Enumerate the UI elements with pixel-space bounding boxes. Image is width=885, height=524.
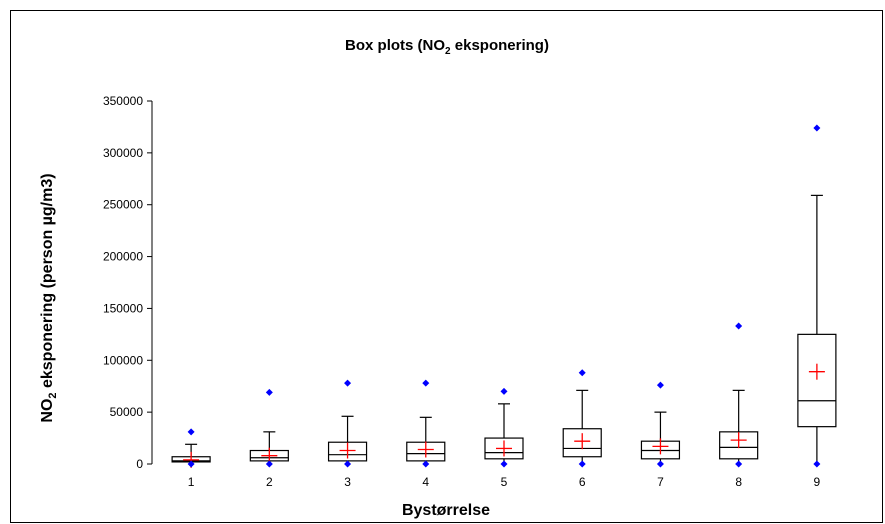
y-axis-label: NO2 eksponering (person µg/m3) — [39, 173, 59, 422]
box-7 — [640, 381, 681, 468]
chart-title: Box plots (NO2 eksponering) — [345, 37, 549, 57]
max-point — [656, 381, 664, 389]
y-tick-label: 300000 — [103, 146, 143, 160]
y-tick-label: 50000 — [110, 405, 144, 419]
x-tick-label: 2 — [266, 475, 273, 489]
max-point — [422, 379, 430, 387]
min-point — [422, 460, 430, 468]
max-point — [813, 124, 821, 132]
box-4 — [406, 379, 446, 468]
x-tick-label: 7 — [657, 475, 664, 489]
y-axis: 0 50000 100000 150000 200000 250000 300000 3500… — [103, 94, 153, 471]
min-point — [265, 460, 273, 468]
y-tick-label: 150000 — [103, 301, 143, 315]
box-9 — [797, 124, 837, 468]
box-8 — [719, 322, 759, 468]
box-3 — [327, 379, 368, 468]
max-point — [265, 388, 273, 396]
min-point — [656, 460, 664, 468]
x-tick-label: 6 — [579, 475, 586, 489]
max-point — [344, 379, 352, 387]
y-tick-label: 100000 — [103, 353, 143, 367]
min-point — [578, 460, 586, 468]
x-axis-label: Bystørrelse — [402, 502, 490, 519]
max-point — [187, 428, 195, 436]
box-iqr — [797, 333, 837, 428]
y-tick-label: 250000 — [103, 198, 143, 212]
y-tick-label: 0 — [136, 457, 143, 471]
x-axis: 1 2 3 4 5 6 7 8 9 — [188, 475, 821, 489]
x-tick-label: 5 — [501, 475, 508, 489]
min-point — [735, 460, 743, 468]
min-point — [187, 460, 195, 468]
y-tick-label: 350000 — [103, 94, 143, 108]
x-tick-label: 3 — [344, 475, 351, 489]
min-point — [813, 460, 821, 468]
box-2 — [249, 388, 289, 468]
box-6 — [562, 369, 602, 468]
max-point — [578, 369, 586, 377]
x-tick-label: 1 — [188, 475, 195, 489]
min-point — [344, 460, 352, 468]
box-1 — [171, 428, 211, 468]
box-plot-chart: Box plots (NO2 eksponering) NO2 eksponer… — [39, 37, 837, 519]
x-tick-label: 9 — [814, 475, 821, 489]
chart-frame: Box plots (NO2 eksponering) NO2 eksponer… — [10, 10, 883, 523]
x-tick-label: 8 — [735, 475, 742, 489]
max-point — [500, 387, 508, 395]
box-5 — [484, 387, 524, 468]
box-series — [171, 124, 837, 468]
x-tick-label: 4 — [422, 475, 429, 489]
max-point — [735, 322, 743, 330]
min-point — [500, 460, 508, 468]
y-tick-label: 200000 — [103, 250, 143, 264]
